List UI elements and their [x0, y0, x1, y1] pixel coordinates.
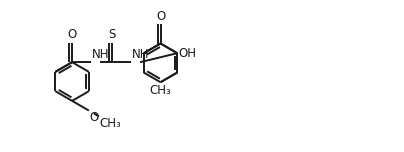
Text: O: O	[67, 28, 77, 41]
Text: OH: OH	[178, 47, 196, 60]
Text: CH₃: CH₃	[149, 84, 171, 97]
Text: O: O	[156, 10, 165, 23]
Text: NH: NH	[131, 48, 149, 61]
Text: S: S	[108, 28, 116, 41]
Text: NH: NH	[92, 48, 109, 61]
Text: O: O	[90, 111, 99, 124]
Text: CH₃: CH₃	[99, 117, 121, 130]
